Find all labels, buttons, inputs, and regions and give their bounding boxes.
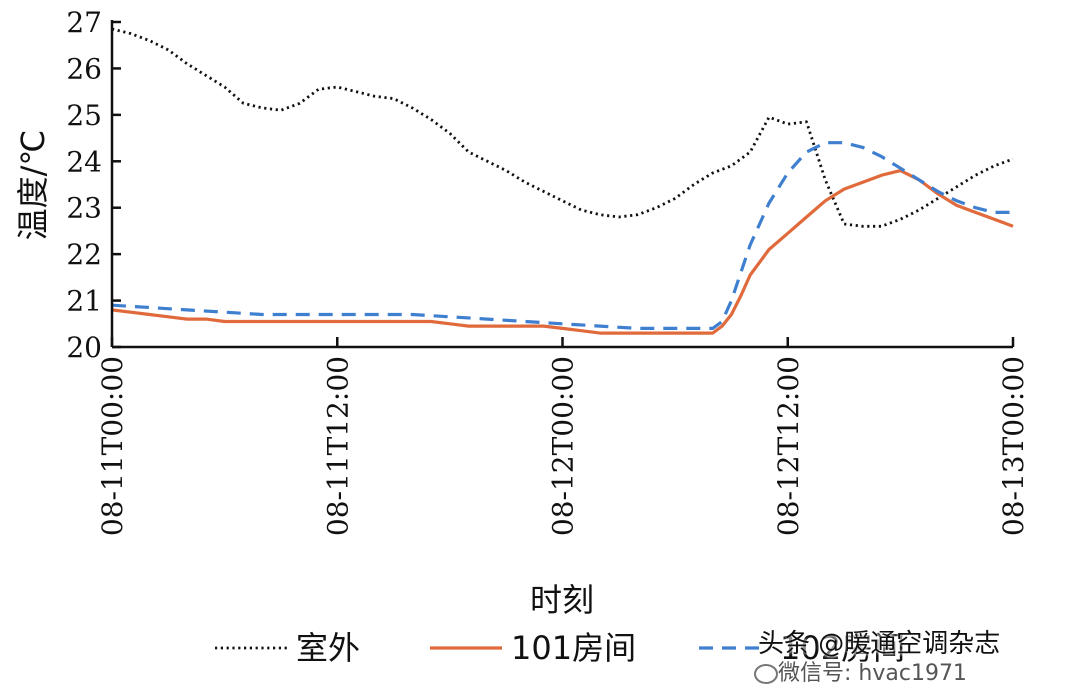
x-tick-label: 08-11T12:00 (321, 356, 354, 536)
y-tick-label: 20 (66, 331, 102, 364)
y-tick-label: 26 (66, 52, 102, 85)
y-tick-label: 24 (66, 145, 102, 178)
x-tick-label: 08-12T12:00 (772, 356, 805, 536)
y-tick-label: 22 (66, 238, 102, 271)
plot-lines (111, 27, 1014, 335)
series-line-3 (111, 141, 1013, 330)
series-line-2 (111, 169, 1014, 335)
y-tick-label: 21 (66, 285, 102, 318)
x-axis-title: 时刻 (530, 581, 594, 619)
watermark-wechat-id: 微信号: hvac1971 (778, 661, 967, 686)
legend: 室外 101房间 102房间 (215, 629, 905, 667)
y-axis-title: 温度/℃ (14, 130, 52, 241)
y-tick-label: 27 (66, 6, 102, 39)
legend-label-3: 102房间 (780, 629, 905, 667)
wechat-icon (754, 664, 778, 684)
series-line-1 (111, 27, 1014, 228)
watermark: 头条 @暖通空调杂志 微信号: hvac1971 (754, 628, 1058, 688)
x-tick-label: 08-12T00:00 (547, 356, 580, 536)
y-axis: 20 21 22 23 24 25 26 27 (66, 6, 121, 364)
x-tick-label: 08-13T00:00 (997, 356, 1030, 536)
legend-label-2: 101房间 (511, 629, 636, 667)
y-tick-label: 25 (66, 99, 102, 132)
legend-label-1: 室外 (296, 629, 360, 667)
x-axis: 08-11T00:00 08-11T12:00 08-12T00:00 08-12T1… (96, 337, 1030, 536)
x-tick-label: 08-11T00:00 (96, 356, 129, 536)
y-tick-label: 23 (66, 192, 102, 225)
watermark-title: 头条 @暖通空调杂志 (758, 629, 1001, 659)
